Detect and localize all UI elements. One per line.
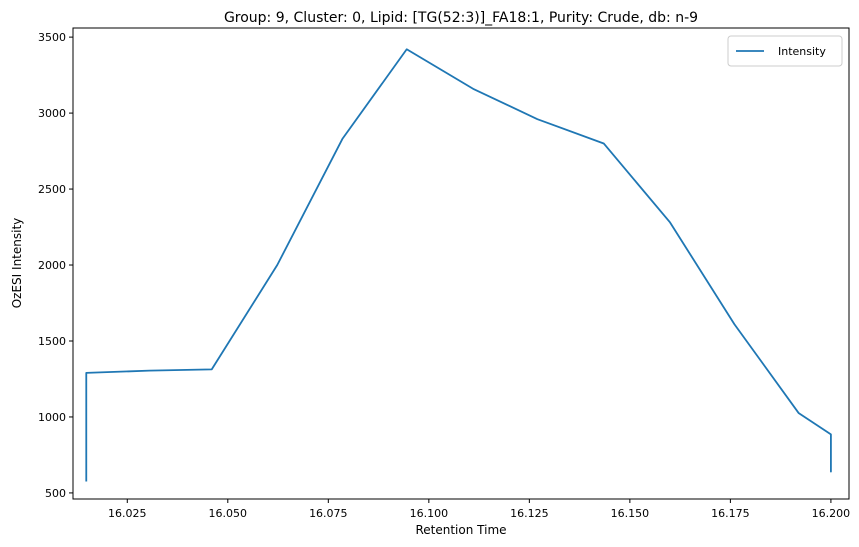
y-tick-label: 500 (45, 487, 66, 500)
y-tick-label: 3000 (38, 107, 66, 120)
legend: Intensity (727, 35, 843, 67)
legend-box (727, 35, 843, 67)
y-axis-ticks: 500 1000 1500 2000 2500 3000 3500 (38, 31, 73, 500)
y-tick-label: 2500 (38, 183, 66, 196)
x-tick-label: 16.200 (812, 507, 851, 520)
y-tick-label: 1000 (38, 411, 66, 424)
x-tick-label: 16.050 (209, 507, 248, 520)
y-tick-label: 3500 (38, 31, 66, 44)
legend-label-intensity: Intensity (778, 45, 826, 58)
x-tick-label: 16.150 (611, 507, 650, 520)
plot-frame (72, 27, 850, 500)
chart-title: Group: 9, Cluster: 0, Lipid: [TG(52:3)]_… (224, 10, 698, 26)
x-tick-label: 16.075 (309, 507, 348, 520)
plot-area (73, 28, 849, 499)
y-axis-label: OzESI Intensity (10, 218, 24, 309)
x-tick-label: 16.175 (711, 507, 750, 520)
x-tick-label: 16.100 (410, 507, 449, 520)
series-line-intensity (85, 48, 832, 482)
y-tick-label: 1500 (38, 335, 66, 348)
x-tick-label: 16.025 (108, 507, 147, 520)
y-tick-label: 2000 (38, 259, 66, 272)
x-axis-ticks: 16.025 16.050 16.075 16.100 16.125 16.150 16.1… (108, 499, 850, 520)
x-tick-label: 16.125 (510, 507, 549, 520)
x-axis-label: Retention Time (415, 523, 506, 537)
